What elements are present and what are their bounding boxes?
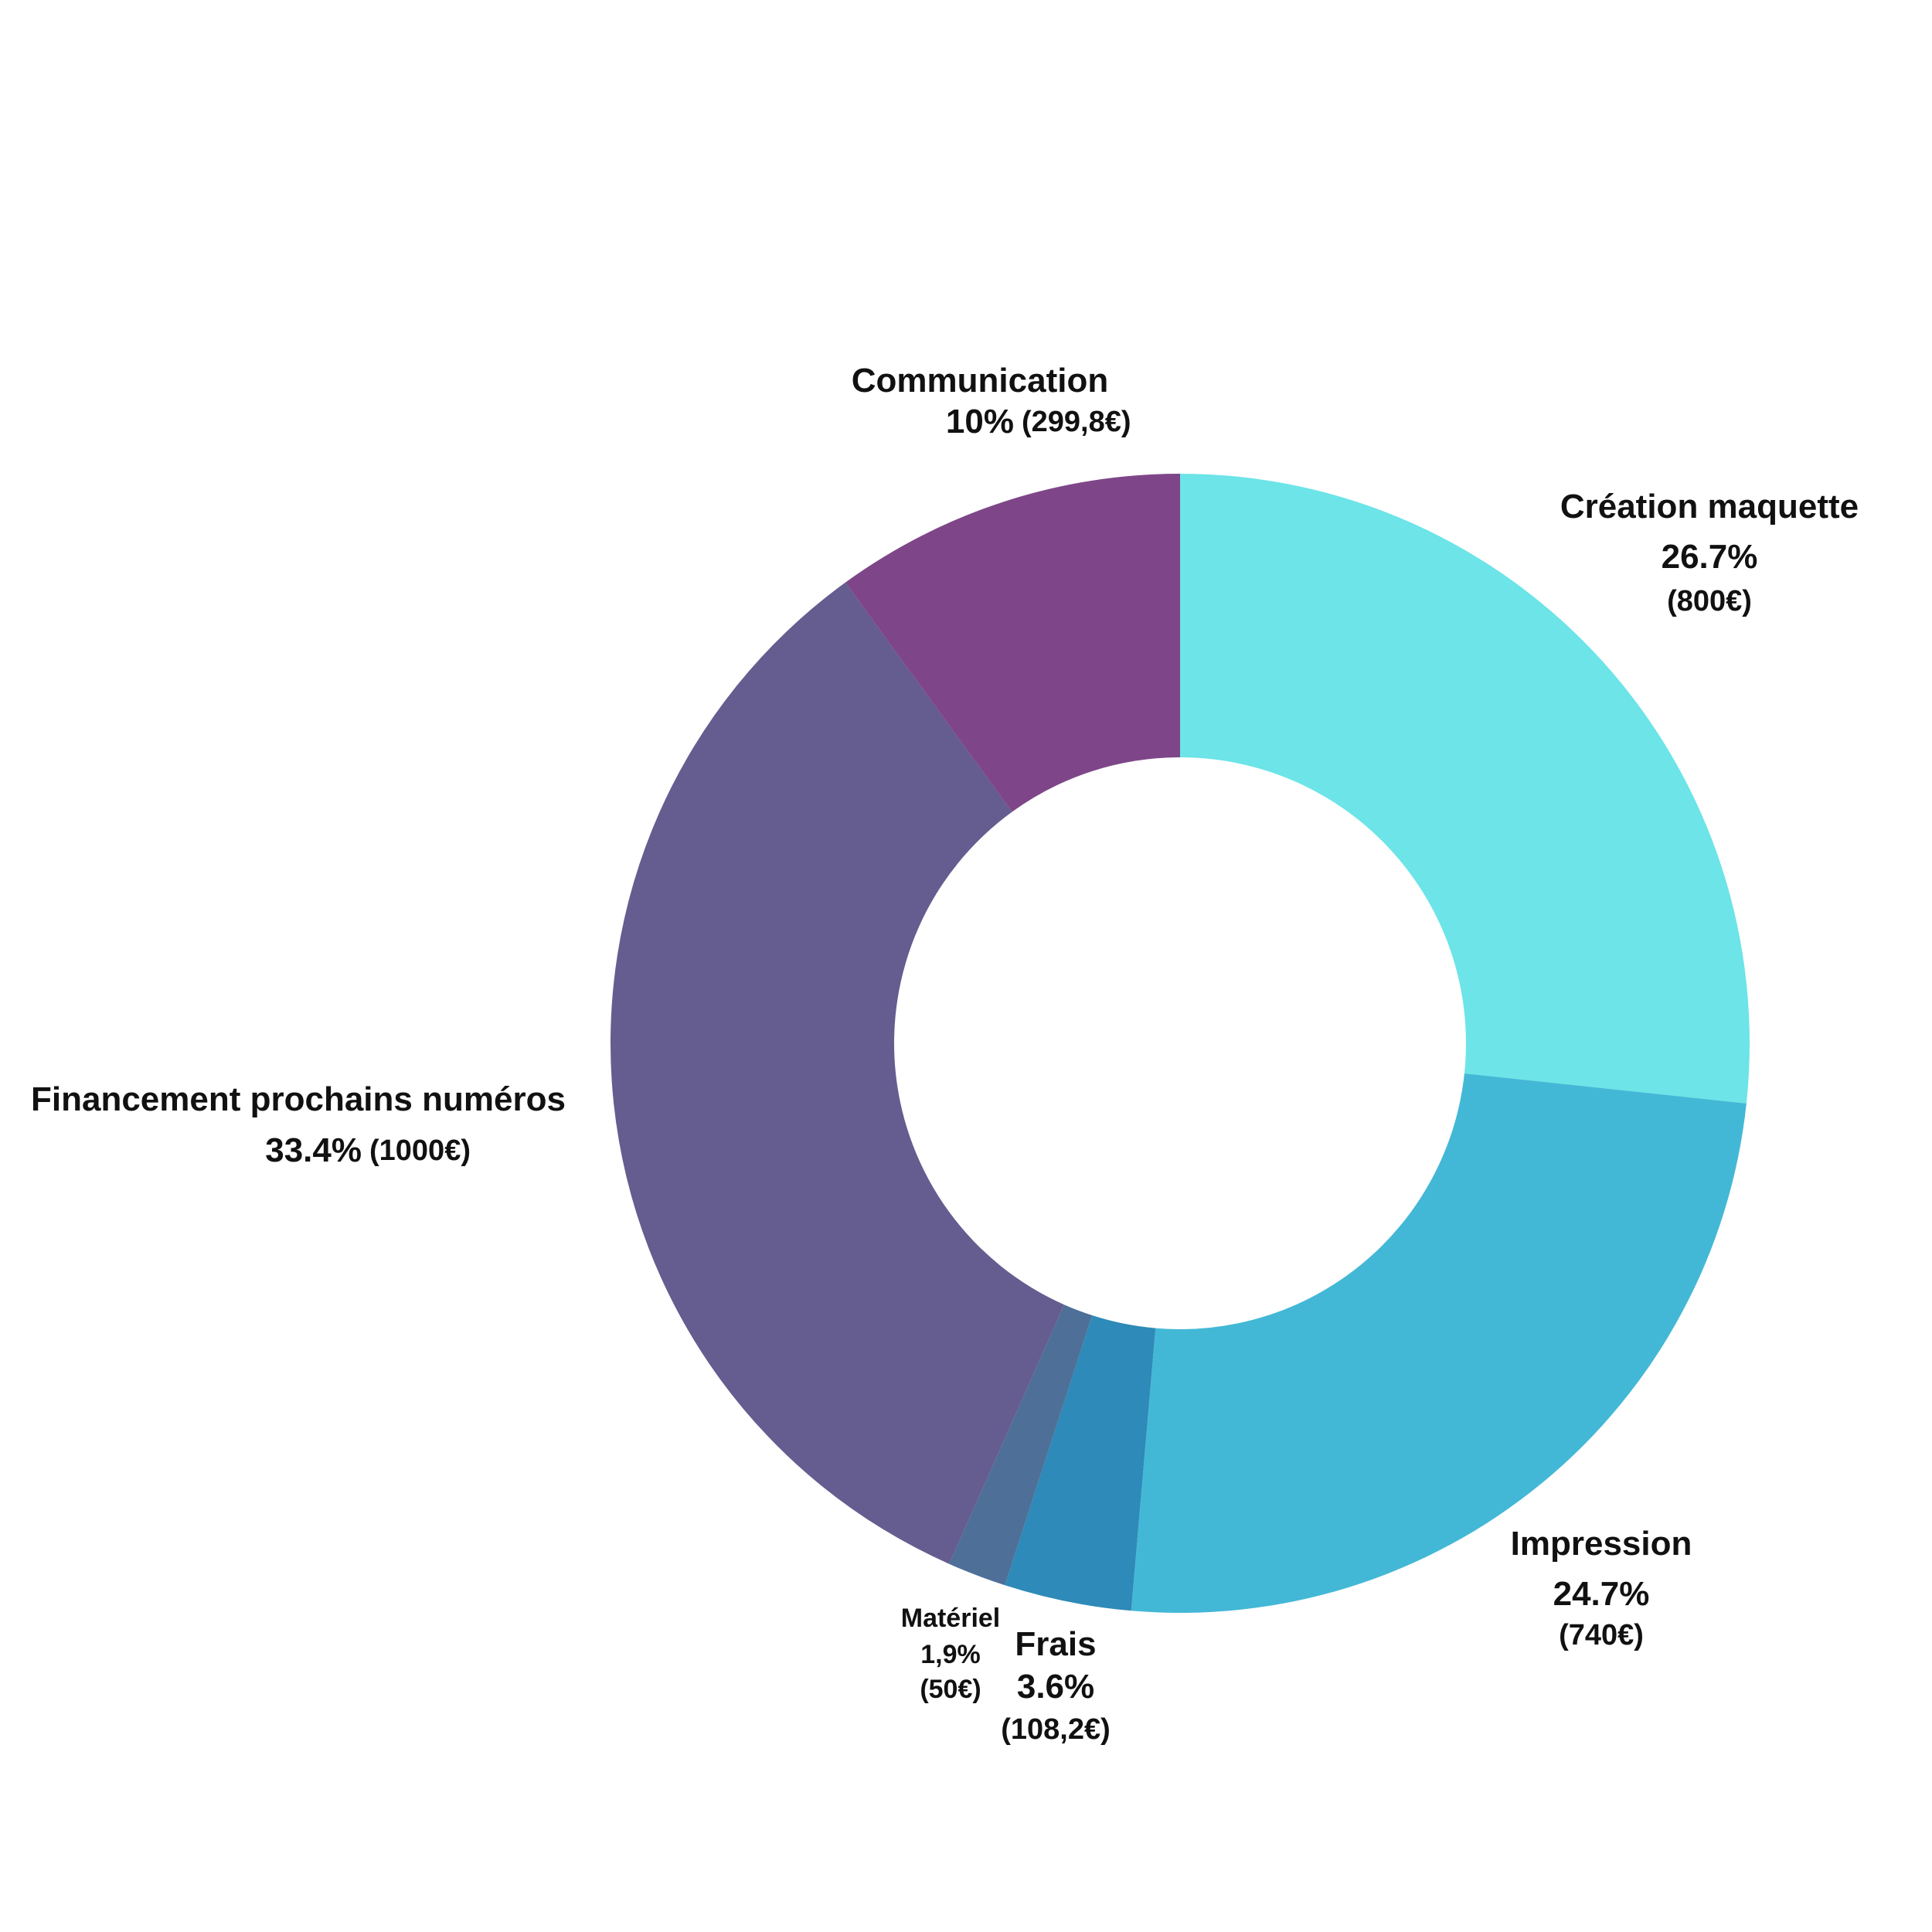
- slice-communication: [845, 474, 1180, 812]
- label-creation-maquette: Création maquette 26.7% (800€): [1560, 488, 1859, 617]
- label-name: Communication: [852, 362, 1108, 400]
- label-amount: (740€): [1559, 1619, 1644, 1651]
- label-name: Création maquette: [1560, 488, 1859, 526]
- label-impression: Impression 24.7% (740€): [1511, 1525, 1692, 1651]
- label-frais: Frais 3.6% (108,2€): [1001, 1625, 1111, 1746]
- label-name: Impression: [1511, 1525, 1692, 1563]
- label-percent: 1,9%: [920, 1640, 981, 1669]
- label-percent: 3.6%: [1017, 1668, 1094, 1706]
- label-name: Matériel: [901, 1604, 1001, 1633]
- label-amount: (800€): [1667, 585, 1752, 617]
- label-amount: (108,2€): [1001, 1713, 1111, 1746]
- label-amount: (50€): [920, 1675, 981, 1704]
- slice-materiel: [949, 1304, 1093, 1586]
- label-amount: (1000€): [369, 1134, 471, 1167]
- donut-slices: [610, 474, 1750, 1613]
- slice-frais: [1005, 1315, 1156, 1611]
- label-financement: Financement prochains numéros 33.4% (100…: [31, 1080, 566, 1169]
- slice-creation-maquette: [1180, 474, 1750, 1104]
- slice-financement-prochains-numeros: [610, 582, 1064, 1564]
- label-percent: 10%: [946, 403, 1014, 440]
- label-communication: Communication 10% (299,8€): [852, 362, 1131, 440]
- label-percent: 33.4%: [265, 1131, 362, 1169]
- label-percent: 24.7%: [1553, 1575, 1650, 1613]
- label-percent: 26.7%: [1662, 538, 1758, 576]
- label-name: Financement prochains numéros: [31, 1080, 566, 1118]
- label-materiel: Matériel 1,9% (50€): [901, 1604, 1001, 1704]
- label-amount: (299,8€): [1022, 406, 1131, 438]
- label-name: Frais: [1015, 1625, 1096, 1663]
- slice-impression: [1131, 1073, 1747, 1613]
